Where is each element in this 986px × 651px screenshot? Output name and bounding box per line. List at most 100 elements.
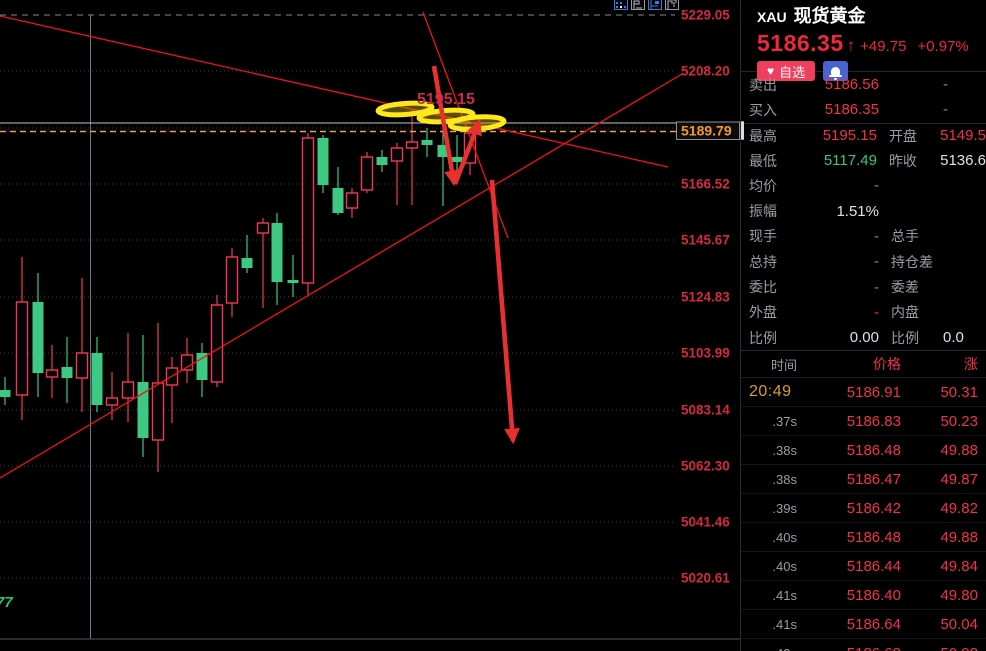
quote-grid: 卖出 5186.56 - 买入 5186.35 - 最高 5195.15 开盘 5149.5 最低 5… (741, 72, 986, 350)
trade-price: 5186.64 (846, 615, 901, 633)
trade-price: 5186.68 (797, 645, 901, 651)
quote-value: 5136.6 (940, 152, 986, 170)
candlestick-up (210, 304, 224, 383)
quote-label: 持仓差 (891, 253, 933, 270)
last-price: 5186.35 (757, 30, 844, 56)
quote-value: 0.00 (849, 329, 879, 347)
quote-row: 最高 5195.15 开盘 5149.5 (741, 122, 986, 148)
annotation-price-label: 5195.15 (417, 91, 475, 108)
trade-row: .42s5186.6850.08 (741, 639, 986, 651)
candlestick-up (121, 381, 135, 399)
trade-time: .41s (772, 587, 797, 603)
candlestick-down (332, 188, 344, 213)
scrollbar-thumb[interactable] (741, 121, 744, 140)
candlestick-down (271, 223, 283, 282)
col-price: 价格 (873, 356, 901, 373)
left-edge-indicator-value: 77 (0, 594, 13, 611)
highlight-ellipse[interactable] (375, 100, 435, 118)
trade-time: .38s (772, 442, 797, 458)
quote-value: 5186.35 (824, 101, 879, 119)
quote-label: 外盘 (749, 304, 777, 321)
alert-bell-button[interactable] (823, 61, 849, 81)
trade-change: 49.80 (940, 586, 978, 604)
drawn-arrow[interactable] (431, 65, 460, 187)
y-axis-label: 5124.83 (681, 290, 730, 305)
symbol-row: XAU 现货黄金 (757, 2, 986, 28)
trend-line[interactable] (0, 15, 669, 168)
candlestick-down (137, 382, 149, 438)
trade-change: 50.08 (901, 645, 978, 651)
candlestick-up (15, 301, 29, 396)
quote-value: - (874, 253, 879, 271)
candlestick-up (225, 256, 239, 304)
quote-value: - (874, 177, 879, 195)
trade-price: 5186.40 (846, 586, 901, 604)
quote-label: 总持 (749, 253, 777, 270)
export-chart-icon[interactable] (665, 0, 679, 10)
trade-time: .40s (772, 558, 797, 574)
candlestick-down (437, 145, 449, 157)
indicator-grid-icon[interactable] (614, 0, 628, 10)
candlestick-up (360, 156, 374, 191)
quote-value: - (874, 227, 879, 245)
drawn-arrow[interactable] (452, 119, 482, 185)
trade-time: 20:49 (749, 383, 792, 401)
drawn-arrow[interactable] (489, 179, 520, 445)
quote-value: 5149.5 (940, 127, 986, 145)
current-price-box (676, 121, 740, 140)
price-change: +49.75 (860, 38, 907, 55)
candlestick-up (180, 354, 194, 371)
candlestick-down (61, 367, 73, 378)
chart-toolbar (614, 0, 679, 10)
y-axis-label: 5103.99 (681, 346, 730, 361)
candlestick-up (105, 397, 119, 406)
candlestick-down (376, 157, 388, 165)
trade-time: .42s (749, 646, 797, 651)
quote-label: 卖出 (749, 76, 777, 93)
quote-row: 振幅 1.51% (741, 198, 986, 223)
trade-price: 5186.83 (846, 412, 901, 430)
quote-panel: XAU 现货黄金 5186.35 ↑ +49.75 +0.97% ♥ 自选 卖出 5… (740, 0, 986, 651)
candlestick-up (345, 192, 359, 209)
quote-label: 振幅 (749, 203, 777, 220)
trade-row: .41s 5186.40 49.80 (741, 581, 986, 611)
chart-flag-icon[interactable] (631, 0, 645, 10)
favorite-button-label: 自选 (779, 64, 806, 80)
trade-change: 49.82 (940, 499, 978, 517)
quote-row: 买入 5186.35 - (741, 97, 986, 122)
trade-time: .38s (772, 471, 797, 487)
time-sales-rows: 20:49 5186.91 50.31 .37s 5186.83 50.23 .38s 518… (741, 378, 986, 651)
trade-change: 49.84 (940, 557, 978, 575)
y-axis-label: 5145.67 (681, 233, 730, 248)
trade-change: 50.31 (940, 383, 978, 401)
quote-label: 比例 (749, 329, 777, 346)
y-axis-label: 5208.20 (681, 64, 730, 79)
quote-row: 均价 - (741, 173, 986, 198)
trend-draw-icon[interactable] (648, 0, 662, 10)
trade-row: .40s 5186.44 49.84 (741, 552, 986, 582)
trade-price: 5186.48 (846, 441, 901, 459)
quote-row: 最低 5117.49 昨收 5136.6 (741, 148, 986, 173)
chart-pane: 5195.15 5229.05 5208.20 5166.52 5145.67 5124.… (0, 0, 740, 651)
quote-label: 总手 (891, 228, 919, 245)
price-chart[interactable]: 5195.15 5229.05 5208.20 5166.52 5145.67 5124.… (0, 0, 740, 651)
quote-label: 比例 (891, 329, 919, 346)
candlestick-up (151, 382, 165, 441)
trade-row: .40s 5186.48 49.88 (741, 523, 986, 553)
symbol-code: XAU (757, 9, 787, 25)
y-axis-label: 5229.05 (681, 8, 730, 23)
quote-label: 均价 (749, 177, 777, 194)
quote-row: 外盘 - 内盘 (741, 300, 986, 325)
quote-label: 昨收 (888, 152, 917, 169)
quote-value: 5195.15 (822, 127, 877, 145)
candlestick-down (421, 140, 433, 145)
quote-value: 5186.56 (824, 76, 879, 94)
up-arrow-icon: ↑ (846, 36, 856, 55)
favorite-button[interactable]: ♥ 自选 (757, 61, 816, 81)
col-change: 涨 (964, 356, 978, 373)
trade-change: 49.88 (940, 441, 978, 459)
trend-line[interactable] (0, 73, 683, 479)
quote-row: 卖出 5186.56 - (741, 72, 986, 97)
candlestick-up (390, 147, 404, 162)
